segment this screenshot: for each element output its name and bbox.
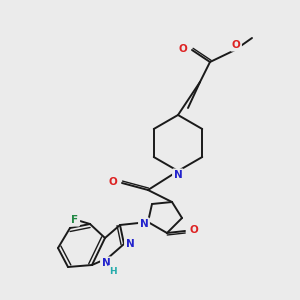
Text: N: N: [102, 258, 110, 268]
Text: O: O: [190, 225, 198, 235]
Text: H: H: [109, 266, 117, 275]
Text: O: O: [178, 44, 188, 54]
Text: N: N: [140, 219, 148, 229]
Text: N: N: [174, 170, 182, 180]
Text: N: N: [126, 239, 134, 249]
Text: O: O: [109, 177, 117, 187]
Text: O: O: [232, 40, 240, 50]
Text: F: F: [71, 215, 79, 225]
